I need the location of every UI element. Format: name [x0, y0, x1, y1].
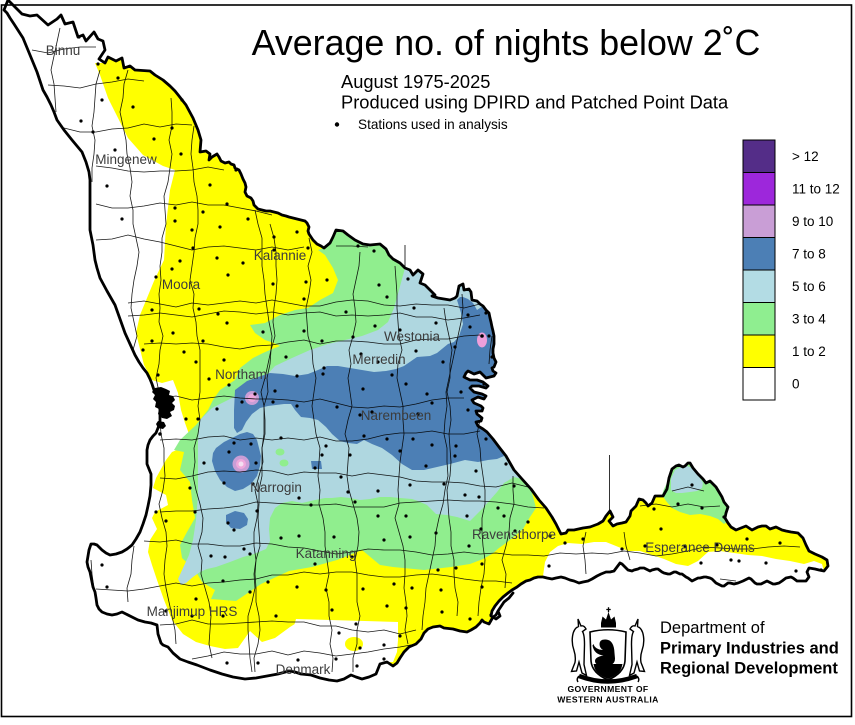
- svg-text:Primary Industries and: Primary Industries and: [660, 640, 839, 658]
- svg-text:5 to 6: 5 to 6: [792, 279, 826, 294]
- svg-text:1 to 2: 1 to 2: [792, 344, 826, 359]
- svg-text:Regional Development: Regional Development: [660, 660, 838, 678]
- svg-text:9 to 10: 9 to 10: [792, 214, 833, 229]
- svg-text:11 to 12: 11 to 12: [792, 182, 840, 197]
- svg-text:Denmark: Denmark: [276, 662, 331, 677]
- svg-text:Kalannie: Kalannie: [254, 248, 307, 263]
- svg-text:Katanning: Katanning: [296, 546, 357, 561]
- svg-text:0: 0: [792, 377, 800, 392]
- svg-text:GOVERNMENT OF: GOVERNMENT OF: [567, 684, 648, 694]
- svg-text:Average no. of nights below 2˚: Average no. of nights below 2˚C: [252, 23, 761, 63]
- svg-text:Merredin: Merredin: [352, 352, 405, 367]
- svg-text:Binnu: Binnu: [46, 43, 81, 58]
- svg-text:Westonia: Westonia: [384, 329, 441, 344]
- svg-text:Produced using DPIRD and Patch: Produced using DPIRD and Patched Point D…: [341, 92, 729, 113]
- svg-text:Narrogin: Narrogin: [250, 480, 302, 495]
- svg-text:WESTERN AUSTRALIA: WESTERN AUSTRALIA: [557, 695, 659, 705]
- svg-text:7 to 8: 7 to 8: [792, 247, 826, 262]
- svg-text:Ravensthorpe: Ravensthorpe: [472, 527, 556, 542]
- svg-text:Manjimup HRS: Manjimup HRS: [147, 604, 238, 619]
- svg-text:Stations used in analysis: Stations used in analysis: [358, 117, 508, 132]
- svg-text:Northam: Northam: [215, 367, 267, 382]
- svg-text:Esperance Downs: Esperance Downs: [645, 540, 755, 555]
- svg-text:August 1975-2025: August 1975-2025: [341, 71, 490, 92]
- svg-text:Mingenew: Mingenew: [95, 152, 157, 167]
- svg-text:> 12: > 12: [792, 149, 819, 164]
- svg-text:3 to 4: 3 to 4: [792, 312, 826, 327]
- svg-text:Moora: Moora: [162, 277, 201, 292]
- svg-text:Department of: Department of: [660, 619, 765, 637]
- svg-text:Narembeen: Narembeen: [361, 408, 432, 423]
